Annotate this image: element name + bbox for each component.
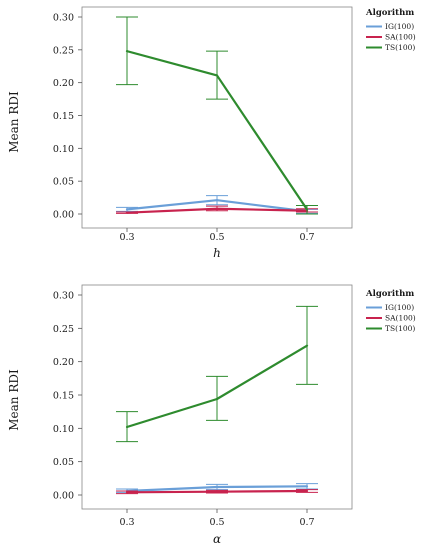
- x-tick-label: 0.7: [299, 517, 314, 528]
- data-point: [215, 397, 219, 401]
- y-tick-label: 0.15: [53, 391, 74, 402]
- series-TS(100): [116, 16, 318, 215]
- y-tick-label: 0.25: [53, 45, 74, 56]
- data-point: [125, 491, 129, 494]
- data-point: [215, 207, 219, 210]
- series-SA(100): [116, 489, 318, 495]
- y-axis-label: Mean RDI: [7, 369, 21, 431]
- legend: Algorithm IG(100) SA(100)TS(100): [365, 8, 416, 52]
- data-point: [305, 485, 309, 488]
- y-tick-label: 0.30: [53, 13, 74, 24]
- data-point: [215, 485, 219, 489]
- data-point: [125, 208, 129, 211]
- y-tick-label: 0.10: [53, 424, 74, 435]
- x-tick-label: 0.7: [299, 232, 314, 243]
- data-point: [215, 74, 219, 77]
- data-point: [215, 199, 219, 202]
- series-TS(100): [116, 305, 318, 443]
- data-point: [125, 50, 129, 53]
- y-tick-label: 0.05: [53, 177, 74, 188]
- x-tick-label: 0.5: [209, 517, 224, 528]
- data-point: [305, 208, 309, 211]
- x-tick-label: 0.3: [119, 232, 134, 243]
- data-point: [125, 211, 129, 214]
- legend-entry: SA(100): [385, 33, 416, 42]
- y-tick-label: 0.25: [53, 324, 74, 335]
- plot-frame: [81, 6, 353, 229]
- data-point: [215, 490, 219, 493]
- data-point: [125, 425, 129, 429]
- legend-entry: IG(100): [385, 303, 414, 312]
- y-tick-label: 0.10: [53, 144, 74, 155]
- data-point: [305, 489, 309, 493]
- legend-entry: IG(100): [385, 22, 414, 31]
- y-tick-label: 0.00: [53, 210, 74, 221]
- y-tick-label: 0.00: [53, 491, 74, 502]
- x-axis-label: α: [213, 532, 221, 546]
- y-tick-label: 0.05: [53, 457, 74, 468]
- y-tick-label: 0.30: [53, 291, 74, 302]
- x-tick-label: 0.3: [119, 517, 134, 528]
- legend-entry: SA(100): [385, 314, 416, 323]
- legend-title: Algorithm: [365, 289, 414, 299]
- chart-panel-1: 0.00 0.05 0.10 0.15 0.20 0.25 0.30 0.3 0.5 0.7 Mea…: [7, 6, 416, 260]
- y-tick-label: 0.20: [53, 78, 74, 89]
- chart-panel-2: 0.00 0.05 0.10 0.15 0.20 0.25 0.30 0.3 0.5 0.7 Mea…: [7, 284, 416, 546]
- legend: Algorithm IG(100) SA(100)TS(100): [365, 289, 416, 333]
- data-point: [305, 344, 309, 347]
- y-tick-label: 0.20: [53, 357, 74, 368]
- y-axis-label: Mean RDI: [7, 91, 21, 153]
- legend-entry: TS(100): [385, 43, 415, 52]
- legend-title: Algorithm: [365, 8, 414, 18]
- y-tick-label: 0.15: [53, 111, 74, 122]
- x-axis-label: h: [213, 246, 221, 260]
- legend-entry: TS(100): [385, 324, 415, 333]
- x-tick-label: 0.5: [209, 232, 224, 243]
